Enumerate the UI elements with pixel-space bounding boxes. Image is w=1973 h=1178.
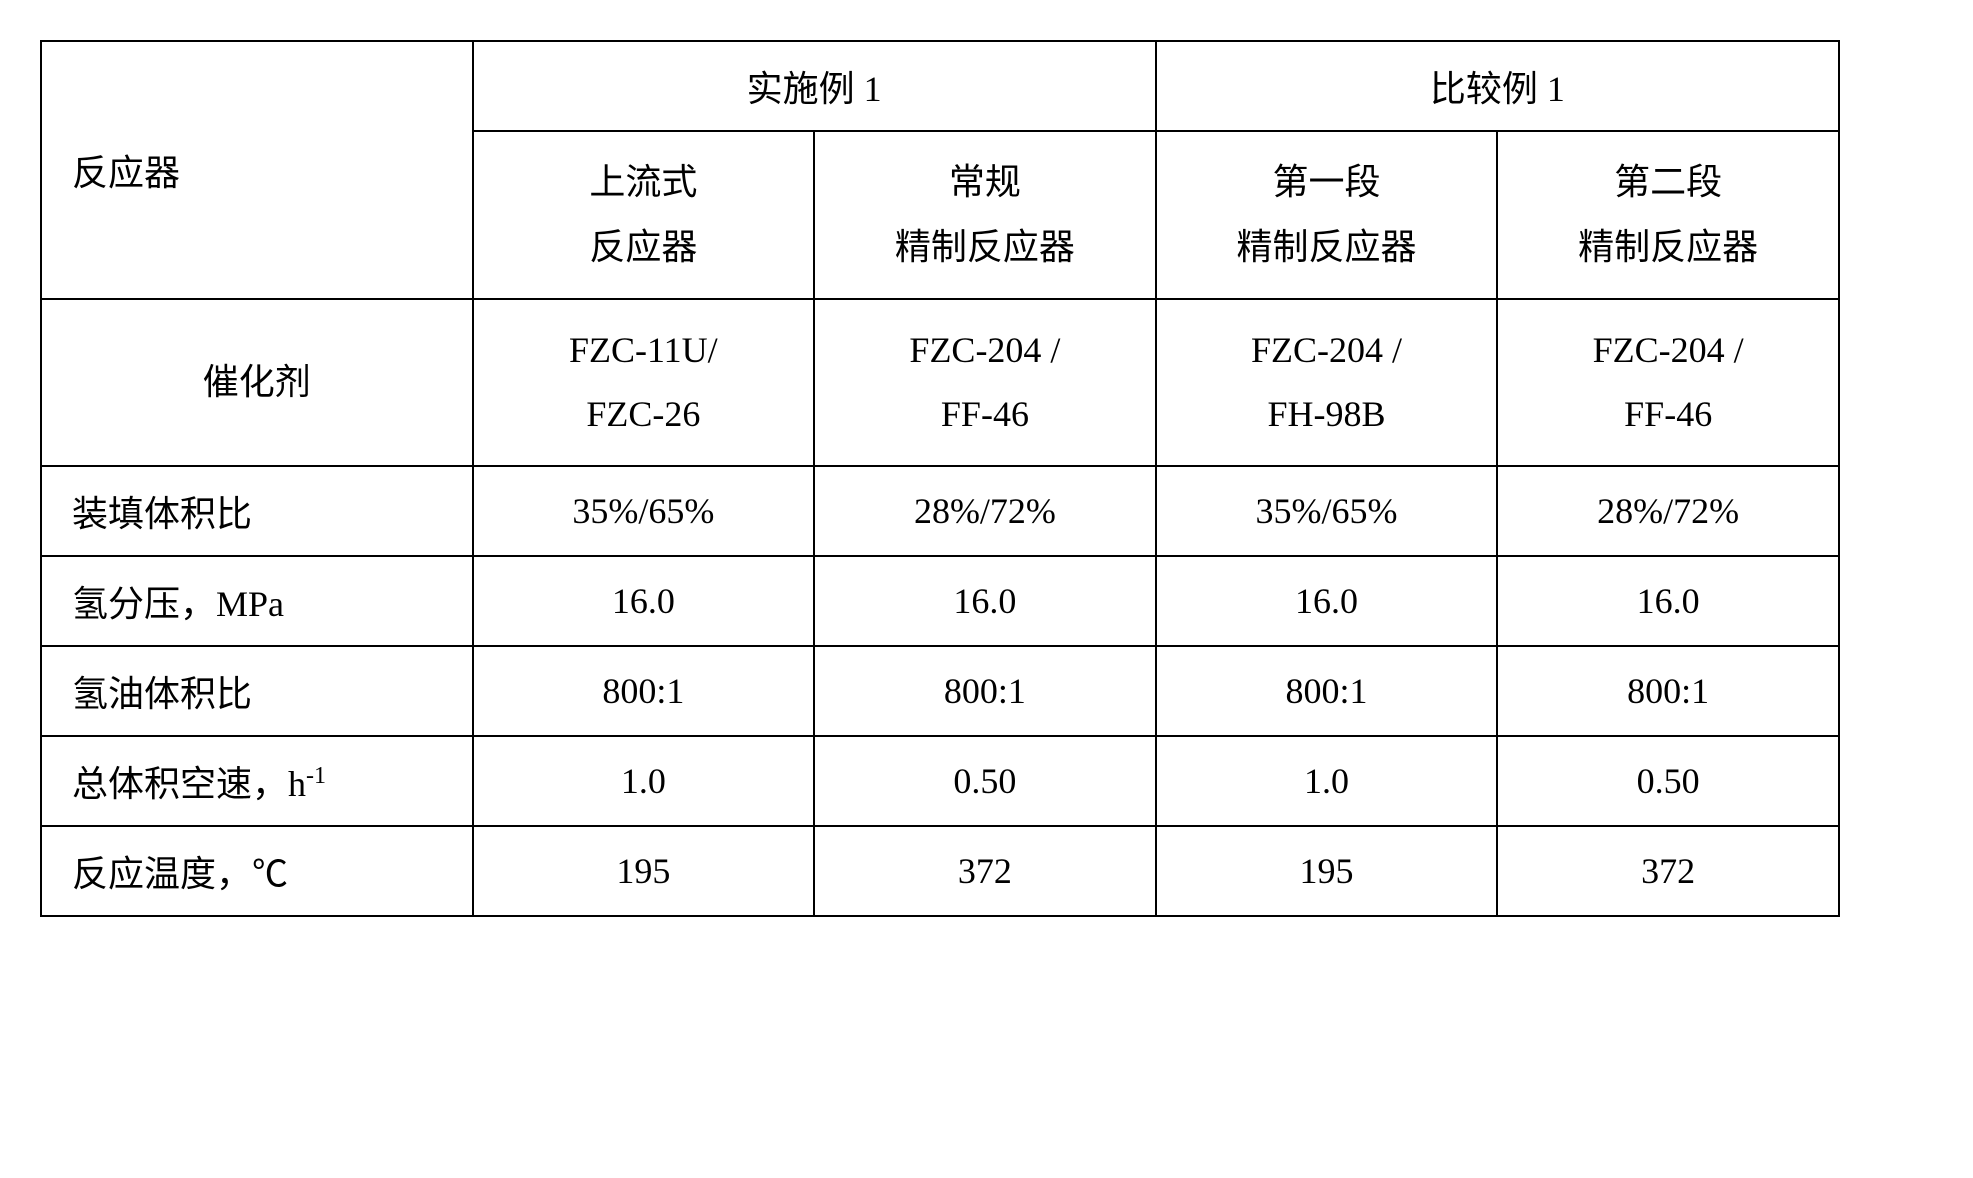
row-3-c4: 800:1 [1497,646,1839,736]
row-4-c4: 0.50 [1497,736,1839,826]
row-1-c1: 35%/65% [473,466,815,556]
row-1-c2: 28%/72% [814,466,1156,556]
row-0-c4: FZC-204 / FF-46 [1497,299,1839,467]
row-0-label-text: 催化剂 [203,362,311,402]
header-group-1: 实施例 1 [473,41,1156,131]
row-0-c3: FZC-204 / FH-98B [1156,299,1498,467]
table-row: 催化剂 FZC-11U/ FZC-26 FZC-204 / FF-46 FZC-… [41,299,1839,467]
row-5-label: 反应温度，℃ [41,826,473,916]
subheader-4-line1: 第二段 [1614,162,1722,202]
row-3-c3: 800:1 [1156,646,1498,736]
subheader-4: 第二段 精制反应器 [1497,131,1839,299]
row-2-c1: 16.0 [473,556,815,646]
row-5-c4: 372 [1497,826,1839,916]
row-3-c1: 800:1 [473,646,815,736]
row-3-label: 氢油体积比 [41,646,473,736]
row-0-c2-line2: FF-46 [941,394,1029,434]
subheader-3: 第一段 精制反应器 [1156,131,1498,299]
row-0-c2-line1: FZC-204 / [909,330,1060,370]
subheader-1-line2: 反应器 [589,227,697,267]
row-5-c2: 372 [814,826,1156,916]
row-4-label: 总体积空速，h-1 [41,736,473,826]
row-0-c1: FZC-11U/ FZC-26 [473,299,815,467]
row-2-c4: 16.0 [1497,556,1839,646]
row-4-c1: 1.0 [473,736,815,826]
table-row: 氢分压，MPa 16.0 16.0 16.0 16.0 [41,556,1839,646]
row-0-label: 催化剂 [41,299,473,467]
subheader-3-line1: 第一段 [1273,162,1381,202]
row-5-c3: 195 [1156,826,1498,916]
row-4-c2: 0.50 [814,736,1156,826]
subheader-2-line2: 精制反应器 [895,227,1075,267]
row-1-c4: 28%/72% [1497,466,1839,556]
subheader-2: 常规 精制反应器 [814,131,1156,299]
table-row: 氢油体积比 800:1 800:1 800:1 800:1 [41,646,1839,736]
row-2-c3: 16.0 [1156,556,1498,646]
row-1-c3: 35%/65% [1156,466,1498,556]
data-table: 反应器 实施例 1 比较例 1 上流式 反应器 常规 精制反应器 第一段 精制反… [40,40,1840,917]
row-0-c1-line2: FZC-26 [586,394,700,434]
subheader-1-line1: 上流式 [589,162,697,202]
row-5-c1: 195 [473,826,815,916]
row-0-c4-line1: FZC-204 / [1593,330,1744,370]
row-0-c3-line1: FZC-204 / [1251,330,1402,370]
header-row-1: 反应器 实施例 1 比较例 1 [41,41,1839,131]
table-row: 总体积空速，h-1 1.0 0.50 1.0 0.50 [41,736,1839,826]
row-3-c2: 800:1 [814,646,1156,736]
row-4-c3: 1.0 [1156,736,1498,826]
subheader-2-line1: 常规 [949,162,1021,202]
row-2-label: 氢分压，MPa [41,556,473,646]
row-4-label-sup: -1 [306,763,326,789]
row-1-label: 装填体积比 [41,466,473,556]
subheader-3-line2: 精制反应器 [1237,227,1417,267]
row-2-c2: 16.0 [814,556,1156,646]
table-row: 装填体积比 35%/65% 28%/72% 35%/65% 28%/72% [41,466,1839,556]
table-row: 反应温度，℃ 195 372 195 372 [41,826,1839,916]
row-4-label-pre: 总体积空速，h [72,764,306,804]
subheader-1: 上流式 反应器 [473,131,815,299]
header-row-label: 反应器 [41,41,473,299]
row-0-c3-line2: FH-98B [1268,394,1386,434]
row-0-c2: FZC-204 / FF-46 [814,299,1156,467]
header-group-2: 比较例 1 [1156,41,1839,131]
row-0-c1-line1: FZC-11U/ [569,330,718,370]
subheader-4-line2: 精制反应器 [1578,227,1758,267]
row-0-c4-line2: FF-46 [1624,394,1712,434]
